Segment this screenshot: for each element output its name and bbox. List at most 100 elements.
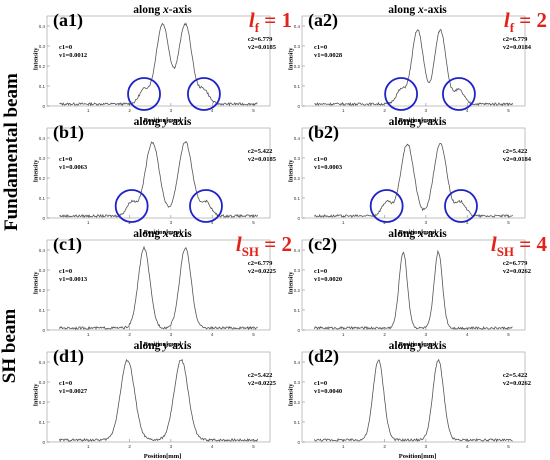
y-tick-label: 0.3 xyxy=(39,380,46,385)
y-tick-label: 0 xyxy=(42,328,45,333)
plot-frame xyxy=(301,127,526,219)
x-tick-label: 3 xyxy=(425,220,428,225)
x-tick-label: 5 xyxy=(252,108,255,113)
x-tick-label: 1 xyxy=(87,108,90,113)
y-axis-label: Intensity xyxy=(288,159,295,183)
x-tick-label: 5 xyxy=(507,444,510,449)
panel-d1: 0 0.1 0.2 0.3 0.4 1 2 3 4 5 (d1) along y-axis c1=0 v1… xyxy=(33,340,290,460)
panel-title: along x-axis xyxy=(388,228,447,240)
y-tick-label: 0.1 xyxy=(294,308,301,313)
x-tick-label: 2 xyxy=(128,332,131,337)
stat-left: c1=0 v1=0.0028 xyxy=(314,44,343,59)
plot-c1: 0 0.1 0.2 0.3 0.4 1 2 3 4 5 xyxy=(39,239,271,337)
panel-label: (c2) xyxy=(308,234,337,254)
highlight-circle xyxy=(444,189,478,223)
x-tick-label: 4 xyxy=(211,220,214,225)
panel-title: along x-axis xyxy=(388,4,447,16)
panel-b1: 0 0.1 0.2 0.3 0.4 1 2 3 4 5 (b1) along y-axis c1=0 v1… xyxy=(33,116,290,236)
plot-frame xyxy=(301,239,526,331)
y-tick-label: 0.3 xyxy=(294,380,301,385)
stat-left: c1=0 v1=0.0012 xyxy=(59,44,88,59)
highlight-circle xyxy=(442,77,476,111)
x-tick-label: 5 xyxy=(507,332,510,337)
y-tick-label: 0.2 xyxy=(294,64,301,69)
plot-d1: 0 0.1 0.2 0.3 0.4 1 2 3 4 5 xyxy=(39,351,271,449)
x-tick-label: 1 xyxy=(87,332,90,337)
y-tick-label: 0.4 xyxy=(294,136,301,141)
x-tick-label: 2 xyxy=(128,444,131,449)
panel-label: (b1) xyxy=(53,122,84,142)
y-tick-label: 0.2 xyxy=(39,288,46,293)
stat-left: c1=0 v1=0.0013 xyxy=(59,268,88,283)
panel-title: along y-axis xyxy=(388,340,447,352)
stat-right: c2=6.779 v2=0.0184 xyxy=(502,36,531,51)
x-tick-label: 3 xyxy=(425,108,428,113)
x-tick-label: 4 xyxy=(211,332,214,337)
y-tick-label: 0.2 xyxy=(294,400,301,405)
panel-title: along y-axis xyxy=(133,340,192,352)
panel-b2: 0 0.1 0.2 0.3 0.4 1 2 3 4 5 (b2) along y-axis c1=0 v1… xyxy=(288,116,545,236)
stat-left: c1=0 v1=0.0063 xyxy=(59,156,88,171)
x-tick-label: 2 xyxy=(383,332,386,337)
panel-c2: 0 0.1 0.2 0.3 0.4 1 2 3 4 5 (c2) along x-axis lSH = … xyxy=(288,228,547,348)
y-tick-label: 0 xyxy=(297,104,300,109)
x-axis-label: Position[mm] xyxy=(143,117,182,124)
y-tick-label: 0 xyxy=(297,328,300,333)
highlight-circle xyxy=(189,189,223,223)
y-tick-label: 0.2 xyxy=(39,400,46,405)
x-tick-label: 2 xyxy=(383,444,386,449)
plot-a1: 0 0.1 0.2 0.3 0.4 1 2 3 4 5 xyxy=(39,15,271,113)
intensity-curve xyxy=(59,245,258,331)
intensity-curve xyxy=(314,249,513,331)
x-tick-label: 4 xyxy=(211,108,214,113)
x-tick-label: 1 xyxy=(342,332,345,337)
stat-left: c1=0 v1=0.0020 xyxy=(314,268,343,283)
x-tick-label: 1 xyxy=(342,444,345,449)
panel-label: (c1) xyxy=(53,234,82,254)
x-tick-label: 1 xyxy=(342,220,345,225)
x-axis-label: Position[mm] xyxy=(143,341,182,348)
y-tick-label: 0.3 xyxy=(294,268,301,273)
x-tick-label: 2 xyxy=(383,108,386,113)
x-axis-label: Position[mm] xyxy=(398,453,437,460)
stat-right: c2=5.422 v2=0.0262 xyxy=(502,372,531,387)
x-axis-label: Position[mm] xyxy=(398,229,437,236)
stat-right: c2=5.422 v2=0.0225 xyxy=(247,372,276,387)
x-axis-label: Position[mm] xyxy=(398,117,437,124)
x-tick-label: 3 xyxy=(425,444,428,449)
x-tick-label: 5 xyxy=(507,108,510,113)
y-axis-label: Intensity xyxy=(33,159,40,183)
x-tick-label: 3 xyxy=(170,108,173,113)
y-tick-label: 0.1 xyxy=(294,420,301,425)
panel-d2: 0 0.1 0.2 0.3 0.4 1 2 3 4 5 (d2) along y-axis c1=0 v1… xyxy=(288,340,545,460)
panel-title: along y-axis xyxy=(133,116,192,128)
plot-frame xyxy=(46,239,271,331)
highlight-circle xyxy=(369,189,404,223)
y-tick-label: 0.4 xyxy=(39,136,46,141)
y-tick-label: 0 xyxy=(297,440,300,445)
panel-label: (a1) xyxy=(53,10,83,30)
highlight-circle xyxy=(114,189,149,223)
stat-right: c2=6.779 v2=0.0262 xyxy=(502,260,531,275)
y-axis-label: Intensity xyxy=(33,47,40,71)
y-tick-label: 0.2 xyxy=(294,176,301,181)
x-tick-label: 1 xyxy=(87,220,90,225)
stat-right: c2=6.779 v2=0.0185 xyxy=(247,36,276,51)
highlight-circle xyxy=(187,77,221,111)
panel-title: along x-axis xyxy=(133,228,192,240)
intensity-curve xyxy=(314,29,513,107)
x-tick-label: 3 xyxy=(425,332,428,337)
x-tick-label: 5 xyxy=(507,220,510,225)
y-tick-label: 0.3 xyxy=(39,44,46,49)
row-label-fundamental: Fundamental beam xyxy=(1,73,22,231)
x-tick-label: 1 xyxy=(342,108,345,113)
y-axis-label: Intensity xyxy=(33,271,40,295)
y-tick-label: 0.2 xyxy=(39,64,46,69)
x-tick-label: 4 xyxy=(211,444,214,449)
y-tick-label: 0.4 xyxy=(39,248,46,253)
intensity-curve xyxy=(59,140,258,219)
y-tick-label: 0.1 xyxy=(39,84,46,89)
y-tick-label: 0.2 xyxy=(294,288,301,293)
x-axis-label: Position[mm] xyxy=(143,229,182,236)
y-tick-label: 0 xyxy=(42,440,45,445)
